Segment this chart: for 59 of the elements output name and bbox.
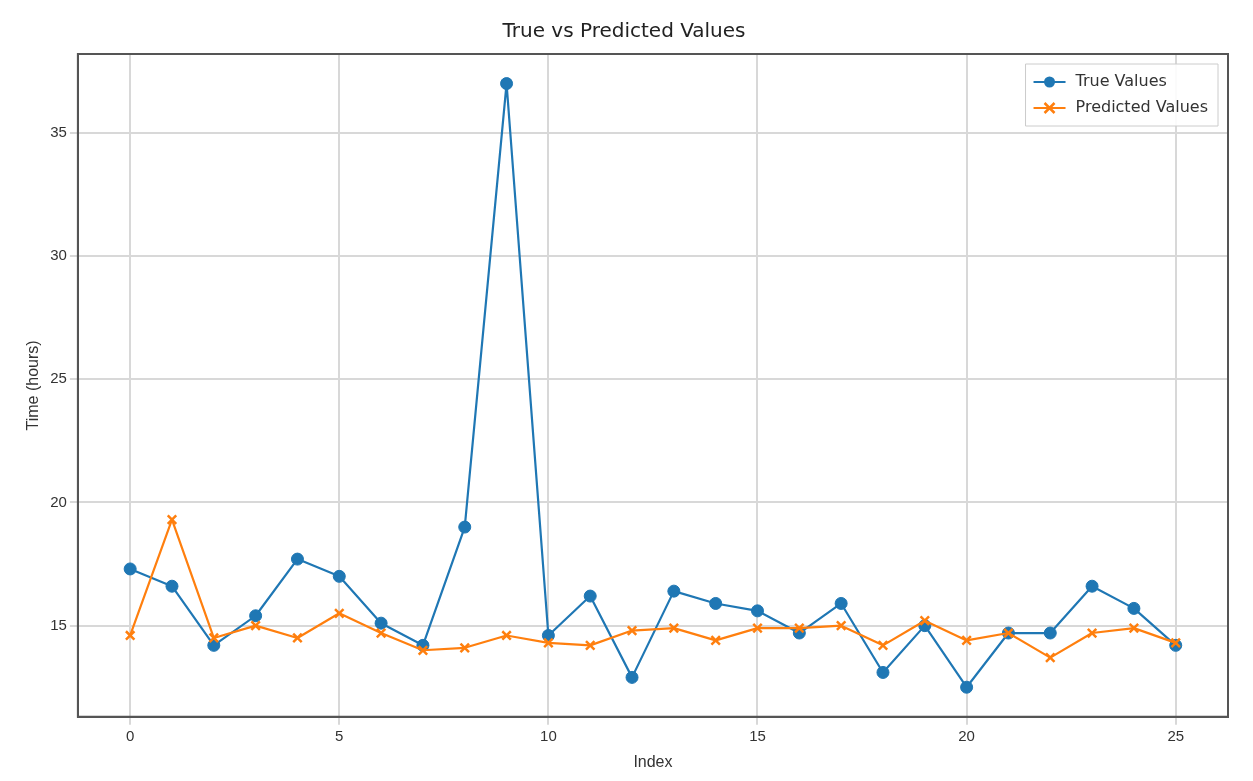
y-tick-label: 35 <box>50 122 67 140</box>
x-tick-label: 25 <box>1167 726 1185 744</box>
y-axis-title: Time (hours) <box>24 340 42 431</box>
legend-label: True Values <box>1074 71 1167 91</box>
point <box>668 622 680 634</box>
y-tick-label: 25 <box>50 369 67 387</box>
chart-title: True vs Predicted Values <box>501 18 746 43</box>
point <box>625 670 639 684</box>
legend-label: Predicted Values <box>1075 97 1208 117</box>
point <box>250 620 262 632</box>
point <box>960 680 974 694</box>
point <box>332 569 346 583</box>
point <box>1128 622 1140 634</box>
point <box>961 634 973 646</box>
point <box>249 609 263 623</box>
x-tick-label: 15 <box>749 726 766 744</box>
point <box>710 634 722 646</box>
point <box>374 616 388 630</box>
x-tick-label: 20 <box>958 726 975 744</box>
point <box>584 639 596 651</box>
point <box>1127 601 1141 615</box>
point <box>375 627 387 639</box>
point <box>793 622 805 634</box>
point <box>165 579 179 593</box>
point <box>459 642 471 654</box>
point <box>709 596 723 610</box>
point <box>1086 627 1098 639</box>
point <box>626 625 638 637</box>
point <box>291 632 303 644</box>
point <box>333 607 345 619</box>
point <box>417 644 429 656</box>
point <box>919 615 931 627</box>
point <box>542 637 554 649</box>
point <box>501 630 513 641</box>
point <box>751 604 764 618</box>
point <box>876 665 890 679</box>
point <box>1085 579 1099 593</box>
point <box>583 589 597 603</box>
point <box>667 584 681 598</box>
point <box>458 520 472 534</box>
point <box>1043 626 1057 640</box>
point <box>835 620 847 632</box>
point <box>834 596 848 610</box>
y-tick-label: 30 <box>50 246 67 264</box>
x-axis-title: Index <box>633 752 673 770</box>
y-tick-label: 20 <box>50 492 67 510</box>
x-tick-label: 0 <box>125 726 135 744</box>
x-tick-label: 10 <box>540 726 557 744</box>
point <box>290 552 304 566</box>
point <box>752 622 763 634</box>
point <box>877 639 889 651</box>
point <box>208 632 220 644</box>
point <box>124 630 136 641</box>
x-tick-label: 5 <box>335 726 344 744</box>
point <box>500 77 514 91</box>
y-tick-label: 15 <box>50 615 67 633</box>
point <box>1044 652 1056 664</box>
point <box>166 514 178 526</box>
point <box>123 562 137 576</box>
